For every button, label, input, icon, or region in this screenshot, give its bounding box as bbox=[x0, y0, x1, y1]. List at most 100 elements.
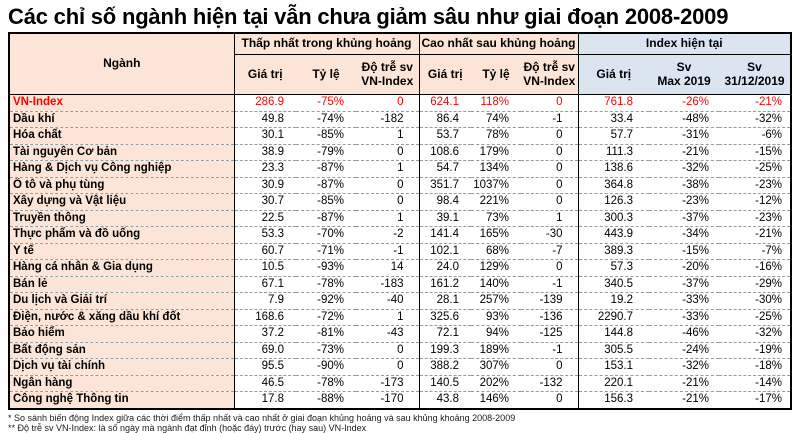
value-cell: 33.4 bbox=[577, 111, 650, 129]
value-cell: -23% bbox=[649, 193, 720, 211]
value-cell: -1 bbox=[521, 342, 579, 360]
value-cell: -43 bbox=[356, 325, 419, 343]
value-cell: -136 bbox=[521, 309, 579, 327]
value-cell: -90% bbox=[296, 358, 356, 376]
value-cell: 364.8 bbox=[577, 177, 650, 195]
group-header-row: Ngành Thấp nhất trong khủng hoảng Cao nh… bbox=[9, 33, 792, 96]
value-cell: -38% bbox=[649, 177, 720, 195]
value-cell: -23% bbox=[719, 177, 792, 195]
value-cell: 179% bbox=[471, 144, 521, 162]
table-row: VN-Index 286.9 -75% 0 624.1 118% 0 761.8 -26% -21… bbox=[9, 94, 792, 112]
table-row: Dịch vụ tài chính 95.5 -90% 0 388.2 307% 0 153.… bbox=[9, 358, 792, 376]
value-cell: 305.5 bbox=[577, 342, 650, 360]
value-cell: -70% bbox=[296, 226, 356, 244]
value-cell: 300.3 bbox=[577, 210, 650, 228]
value-cell: -32% bbox=[719, 325, 792, 343]
value-cell: -73% bbox=[296, 342, 356, 360]
sub-header-row: Giá trị Tỷ lệ Độ trễ sv VN-Index Giá trị… bbox=[9, 54, 792, 96]
table-header: Ngành Thấp nhất trong khủng hoảng Cao nh… bbox=[9, 33, 792, 96]
value-cell: -87% bbox=[296, 177, 356, 195]
value-cell: 0 bbox=[521, 94, 579, 112]
value-cell: -92% bbox=[296, 292, 356, 310]
value-cell: -81% bbox=[296, 325, 356, 343]
value-cell: 7.9 bbox=[233, 292, 296, 310]
value-cell: 86.4 bbox=[418, 111, 471, 129]
sector-name: Hàng & Dịch vụ Công nghiệp bbox=[9, 160, 234, 178]
value-cell: 39.1 bbox=[418, 210, 471, 228]
value-cell: 23.3 bbox=[233, 160, 296, 178]
value-cell: 286.9 bbox=[233, 94, 296, 112]
value-cell: -78% bbox=[296, 276, 356, 294]
value-cell: -30% bbox=[719, 292, 792, 310]
col-header-high-value: Giá trị bbox=[418, 54, 471, 96]
value-cell: 389.3 bbox=[577, 243, 650, 261]
value-cell: -85% bbox=[296, 193, 356, 211]
value-cell: -18% bbox=[719, 358, 792, 376]
group-header-current-index: Index hiện tại bbox=[577, 33, 792, 56]
value-cell: 72.1 bbox=[418, 325, 471, 343]
value-cell: -33% bbox=[649, 309, 720, 327]
value-cell: -33% bbox=[649, 292, 720, 310]
value-cell: 129% bbox=[471, 259, 521, 277]
value-cell: 140% bbox=[471, 276, 521, 294]
value-cell: 0 bbox=[521, 177, 579, 195]
sector-name: Truyền thông bbox=[9, 210, 234, 228]
value-cell: -93% bbox=[296, 259, 356, 277]
sector-name: Bán lẻ bbox=[9, 276, 234, 294]
value-cell: 126.3 bbox=[577, 193, 650, 211]
value-cell: 0 bbox=[356, 94, 419, 112]
table-row: Truyền thông 22.5 -87% 1 39.1 73% 1 300.3 -37% -2… bbox=[9, 210, 792, 228]
value-cell: -15% bbox=[649, 243, 720, 261]
table-row: Xây dựng và Vật liệu 30.7 -85% 0 98.4 221% 0 12… bbox=[9, 193, 792, 211]
value-cell: 54.7 bbox=[418, 160, 471, 178]
value-cell: 1 bbox=[356, 127, 419, 145]
table-row: Ngân hàng 46.5 -78% -173 140.5 202% -132 220.1-… bbox=[9, 375, 792, 393]
value-cell: -37% bbox=[649, 276, 720, 294]
value-cell: 0 bbox=[356, 193, 419, 211]
sector-name: Bảo hiểm bbox=[9, 325, 234, 343]
value-cell: -182 bbox=[356, 111, 419, 129]
value-cell: 68% bbox=[471, 243, 521, 261]
value-cell: -25% bbox=[719, 160, 792, 178]
value-cell: 0 bbox=[521, 391, 579, 409]
value-cell: 118% bbox=[471, 94, 521, 112]
value-cell: -30 bbox=[521, 226, 579, 244]
value-cell: 1 bbox=[521, 210, 579, 228]
value-cell: 199.3 bbox=[418, 342, 471, 360]
sector-column-header: Ngành bbox=[9, 33, 234, 96]
value-cell: -72% bbox=[296, 309, 356, 327]
value-cell: 17.8 bbox=[233, 391, 296, 409]
col-header-vs-max2019: Sv Max 2019 bbox=[649, 54, 720, 96]
value-cell: 0 bbox=[521, 144, 579, 162]
value-cell: -23% bbox=[719, 210, 792, 228]
value-cell: -34% bbox=[649, 226, 720, 244]
value-cell: -1 bbox=[521, 111, 579, 129]
value-cell: 351.7 bbox=[418, 177, 471, 195]
value-cell: -21% bbox=[649, 375, 720, 393]
value-cell: -14% bbox=[719, 375, 792, 393]
value-cell: 46.5 bbox=[233, 375, 296, 393]
sector-name: Điện, nước & xăng dầu khí đốt bbox=[9, 309, 234, 327]
value-cell: 144.8 bbox=[577, 325, 650, 343]
value-cell: 153.1 bbox=[577, 358, 650, 376]
sector-name: Tài nguyên Cơ bản bbox=[9, 144, 234, 162]
table-row: Tài nguyên Cơ bản 38.9 -79% 0 108.6 179% 0 111.… bbox=[9, 144, 792, 162]
value-cell: 156.3 bbox=[577, 391, 650, 409]
value-cell: -21% bbox=[649, 391, 720, 409]
value-cell: 2290.7 bbox=[577, 309, 650, 327]
value-cell: 388.2 bbox=[418, 358, 471, 376]
table-row: Công nghệ Thông tin 17.8 -88% -170 43.8 146% 0… bbox=[9, 391, 792, 409]
value-cell: -26% bbox=[649, 94, 720, 112]
value-cell: 14 bbox=[356, 259, 419, 277]
value-cell: 102.1 bbox=[418, 243, 471, 261]
table-row: Điện, nước & xăng dầu khí đốt 168.6 -72% 1 3… bbox=[9, 309, 792, 327]
value-cell: 138.6 bbox=[577, 160, 650, 178]
value-cell: 37.2 bbox=[233, 325, 296, 343]
value-cell: -125 bbox=[521, 325, 579, 343]
value-cell: 134% bbox=[471, 160, 521, 178]
value-cell: 43.8 bbox=[418, 391, 471, 409]
sector-name: Công nghệ Thông tin bbox=[9, 391, 234, 409]
sector-name: Hóa chất bbox=[9, 127, 234, 145]
value-cell: -75% bbox=[296, 94, 356, 112]
sector-name: Ô tô và phụ tùng bbox=[9, 177, 234, 195]
